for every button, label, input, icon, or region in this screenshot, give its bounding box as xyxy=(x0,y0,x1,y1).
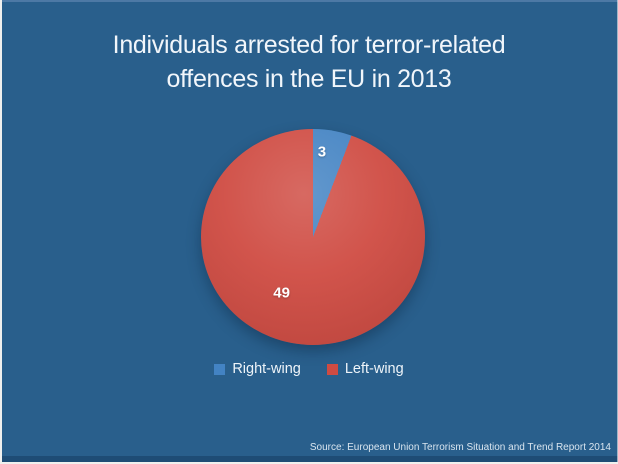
legend-item-right-wing: Right-wing xyxy=(214,361,301,377)
slide-bottom-border xyxy=(0,462,618,464)
legend-item-left-wing: Left-wing xyxy=(326,361,404,377)
pie-chart: 3 49 xyxy=(201,129,425,345)
slide-top-border xyxy=(0,0,618,2)
pie-data-label: 49 xyxy=(273,284,290,302)
chart-title-line1: Individuals arrested for terror-related xyxy=(112,31,506,59)
legend-swatch-left-wing xyxy=(326,363,338,375)
footer-bar xyxy=(0,456,618,462)
source-attribution: Source: European Union Terrorism Situati… xyxy=(309,442,611,453)
pie-data-label: 3 xyxy=(317,143,327,161)
slide-left-border xyxy=(0,0,2,464)
chart-legend: Right-wing Left-wing xyxy=(0,361,618,377)
legend-label-right-wing: Right-wing xyxy=(232,361,301,377)
legend-label-left-wing: Left-wing xyxy=(344,361,404,377)
legend-swatch-right-wing xyxy=(214,363,226,375)
chart-title-line2: offences in the EU in 2013 xyxy=(166,65,452,93)
chart-title: Individuals arrested for terror-related … xyxy=(0,28,618,96)
